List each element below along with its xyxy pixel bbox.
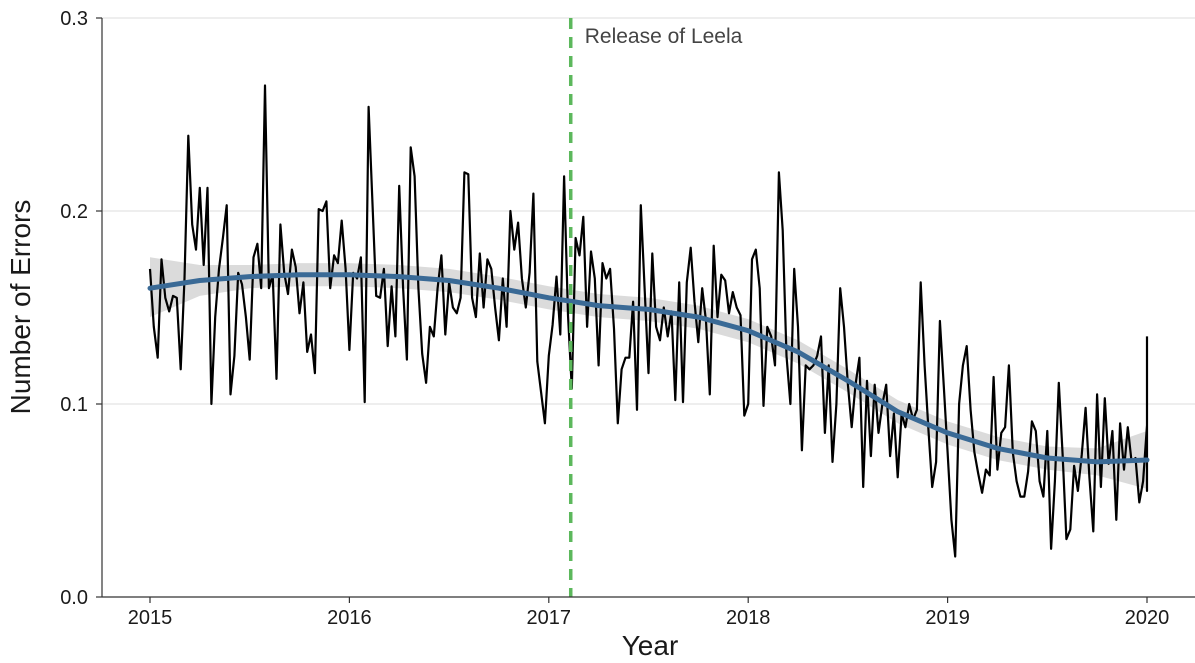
x-tick-label: 2016 bbox=[327, 607, 372, 629]
axes bbox=[101, 18, 1195, 598]
x-tick-label: 2019 bbox=[925, 607, 970, 629]
y-tick-label: 0.1 bbox=[60, 394, 88, 416]
x-tick-label: 2018 bbox=[726, 607, 771, 629]
y-tick-label: 0.3 bbox=[60, 8, 88, 30]
weekly-errors-line bbox=[148, 84, 1149, 558]
x-tick-label: 2017 bbox=[527, 607, 572, 629]
x-tick-label: 2015 bbox=[128, 607, 173, 629]
y-tick-label: 0.2 bbox=[60, 201, 88, 223]
x-ticks: 2015 2016 2017 2018 2019 2020 bbox=[128, 597, 1170, 629]
y-ticks: 0.0 0.1 0.2 0.3 bbox=[60, 8, 102, 609]
y-tick-label: 0.0 bbox=[60, 587, 88, 609]
trend-line bbox=[147, 272, 1150, 465]
y-axis-title: Number of Errors bbox=[5, 200, 36, 415]
release-annotation: Release of Leela bbox=[585, 25, 743, 48]
confidence-band bbox=[150, 257, 1147, 489]
x-axis-title: Year bbox=[622, 630, 679, 661]
x-tick-label: 2020 bbox=[1125, 607, 1170, 629]
